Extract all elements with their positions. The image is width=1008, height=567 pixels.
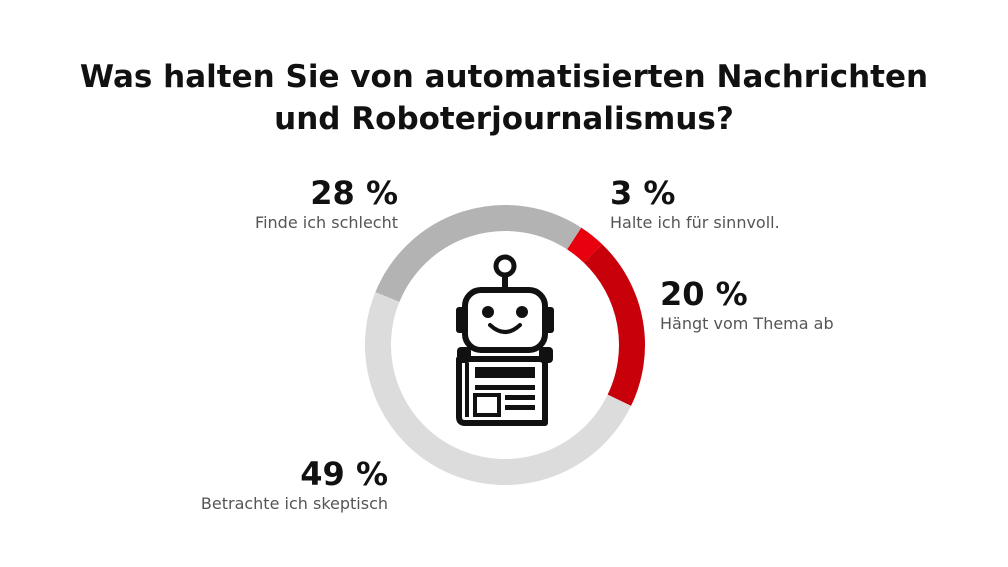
slice-value-skeptisch: 49 % [300, 455, 388, 493]
donut-slice-thema [583, 243, 645, 406]
slice-name-sinnvoll: Halte ich für sinnvoll. [610, 213, 780, 232]
slice-label-schlecht: 28 % Finde ich schlecht [255, 174, 398, 234]
slice-value-sinnvoll: 3 % [610, 174, 676, 212]
slice-value-thema: 20 % [660, 275, 748, 313]
chart-title-line-2: und Roboterjournalismus? [274, 101, 734, 137]
slice-value-schlecht: 28 % [310, 174, 398, 212]
donut-slice-sinnvoll [566, 227, 602, 263]
slice-name-schlecht: Finde ich schlecht [255, 213, 398, 232]
slice-label-skeptisch: 49 % Betrachte ich skeptisch [201, 455, 388, 515]
slice-label-thema: 20 % Hängt vom Thema ab [660, 275, 834, 335]
chart-title: Was halten Sie von automatisierten Nachr… [0, 56, 1008, 140]
slice-name-skeptisch: Betrachte ich skeptisch [200, 494, 388, 513]
donut-slices [365, 205, 645, 485]
donut-slice-skeptisch [365, 292, 632, 485]
slice-name-thema: Hängt vom Thema ab [660, 314, 834, 333]
donut-slice-schlecht [375, 205, 582, 303]
robot-newspaper-icon [456, 254, 554, 426]
chart-title-line-1: Was halten Sie von automatisierten Nachr… [79, 59, 929, 95]
slice-label-sinnvoll: 3 % Halte ich für sinnvoll. [610, 174, 780, 234]
